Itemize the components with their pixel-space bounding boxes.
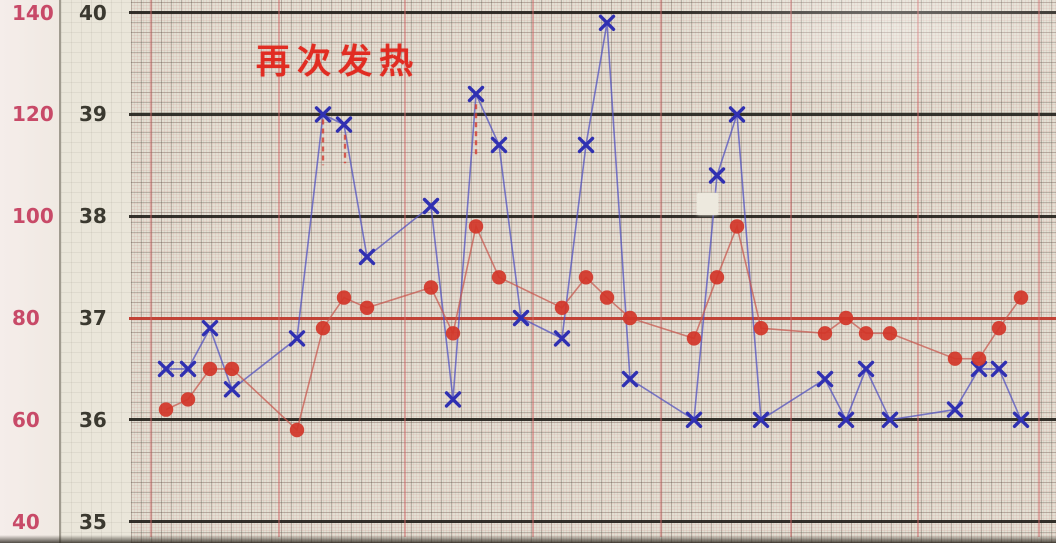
temperature-axis-column	[61, 0, 131, 543]
pulse-dot-marker	[1013, 290, 1029, 305]
temperature-x-marker	[577, 136, 595, 154]
temperature-x-marker	[970, 360, 988, 378]
temperature-axis-label-36: 36	[79, 407, 107, 432]
bold-gridline-40C	[129, 11, 1056, 15]
bold-gridline-35C	[129, 520, 1056, 524]
pulse-dot-marker	[971, 351, 987, 366]
temperature-x-marker	[728, 106, 746, 123]
temperature-x-marker	[490, 136, 508, 154]
pulse-dot-marker	[882, 326, 898, 341]
pulse-dot-marker	[858, 326, 874, 341]
pulse-axis-column	[0, 0, 59, 543]
temperature-x-marker	[621, 370, 639, 388]
temperature-x-marker	[685, 411, 703, 428]
correction-tape-patch	[697, 193, 718, 215]
temperature-x-marker	[553, 330, 571, 347]
pulse-series	[158, 219, 1029, 438]
bold-gridline-39C	[129, 112, 1056, 116]
pulse-dot-marker	[578, 270, 594, 285]
pulse-axis-label-40: 40	[12, 509, 40, 534]
fever-annotation-text: 再次发热	[256, 42, 420, 82]
temperature-x-marker	[444, 391, 462, 408]
pulse-dot-marker	[622, 310, 638, 326]
pulse-dot-marker	[709, 270, 725, 285]
temperature-x-marker	[598, 14, 616, 31]
temperature-x-marker	[1012, 411, 1030, 428]
pulse-dot-marker	[554, 300, 570, 315]
pulse-dot-marker	[359, 300, 375, 315]
pulse-dot-marker	[991, 321, 1007, 336]
temperature-x-marker	[857, 360, 875, 378]
day-separator-line	[150, 0, 152, 537]
photo-edge-shadow	[0, 535, 1056, 543]
pulse-axis-label-100: 100	[12, 204, 54, 229]
temperature-x-marker	[335, 116, 353, 133]
pulse-dot-marker	[599, 290, 615, 305]
pulse-dot-marker	[158, 402, 174, 417]
bold-gridline-38C	[129, 214, 1056, 218]
temperature-x-marker	[990, 360, 1008, 378]
pulse-dot-marker	[336, 290, 352, 305]
pulse-axis-label-140: 140	[12, 0, 54, 25]
pulse-dot-marker	[445, 326, 461, 341]
red-gridline-37C	[129, 316, 1056, 320]
day-separator-line	[278, 0, 280, 537]
day-separator-line	[404, 0, 406, 537]
pulse-dot-marker	[686, 331, 702, 346]
axis-divider-line	[59, 0, 61, 543]
pulse-dot-marker	[729, 219, 745, 234]
day-separator-line	[790, 0, 792, 537]
temperature-axis-label-40: 40	[79, 0, 107, 25]
temperature-x-marker	[512, 309, 530, 327]
pulse-dot-marker	[180, 392, 196, 407]
temperature-x-marker	[358, 248, 376, 266]
temperature-x-marker	[816, 370, 834, 388]
pulse-dot-marker	[838, 310, 854, 326]
bold-gridline-36C	[129, 418, 1056, 422]
temperature-x-marker	[314, 106, 332, 123]
day-separator-line	[660, 0, 662, 537]
temperature-x-marker	[422, 197, 440, 215]
temperature-axis-label-38: 38	[79, 204, 107, 229]
temperature-x-marker	[288, 330, 306, 347]
temperature-x-marker	[223, 381, 241, 398]
pulse-dot-marker	[491, 270, 507, 285]
pulse-dot-marker	[202, 361, 218, 377]
pulse-axis-label-60: 60	[12, 407, 40, 432]
chart-grid-area	[131, 0, 1056, 543]
pulse-dot-marker	[947, 351, 963, 366]
pulse-axis-label-80: 80	[12, 306, 40, 330]
temperature-series	[157, 14, 1030, 428]
temperature-x-marker	[946, 401, 964, 418]
temperature-x-marker	[752, 411, 770, 428]
temperature-x-marker	[467, 85, 485, 103]
temperature-x-marker	[157, 360, 175, 378]
temperature-axis-label-37: 37	[79, 306, 107, 330]
temperature-x-marker	[837, 411, 855, 428]
pulse-dot-marker	[468, 219, 484, 234]
temperature-x-marker	[881, 411, 899, 428]
temperature-x-marker	[708, 167, 726, 184]
day-separator-line	[917, 0, 919, 537]
pulse-dot-marker	[315, 321, 331, 336]
temperature-x-marker	[201, 320, 219, 337]
pulse-dot-marker	[753, 321, 769, 336]
day-separator-line	[1038, 0, 1040, 537]
pulse-dot-marker	[289, 422, 305, 438]
pulse-axis-label-120: 120	[12, 102, 54, 127]
pulse-dot-marker	[817, 326, 833, 341]
temperature-axis-label-35: 35	[79, 509, 107, 534]
day-separator-line	[532, 0, 534, 537]
temperature-x-marker	[179, 360, 197, 378]
temperature-axis-label-39: 39	[79, 102, 107, 127]
pulse-dot-marker	[224, 361, 240, 377]
pulse-dot-marker	[423, 280, 439, 295]
